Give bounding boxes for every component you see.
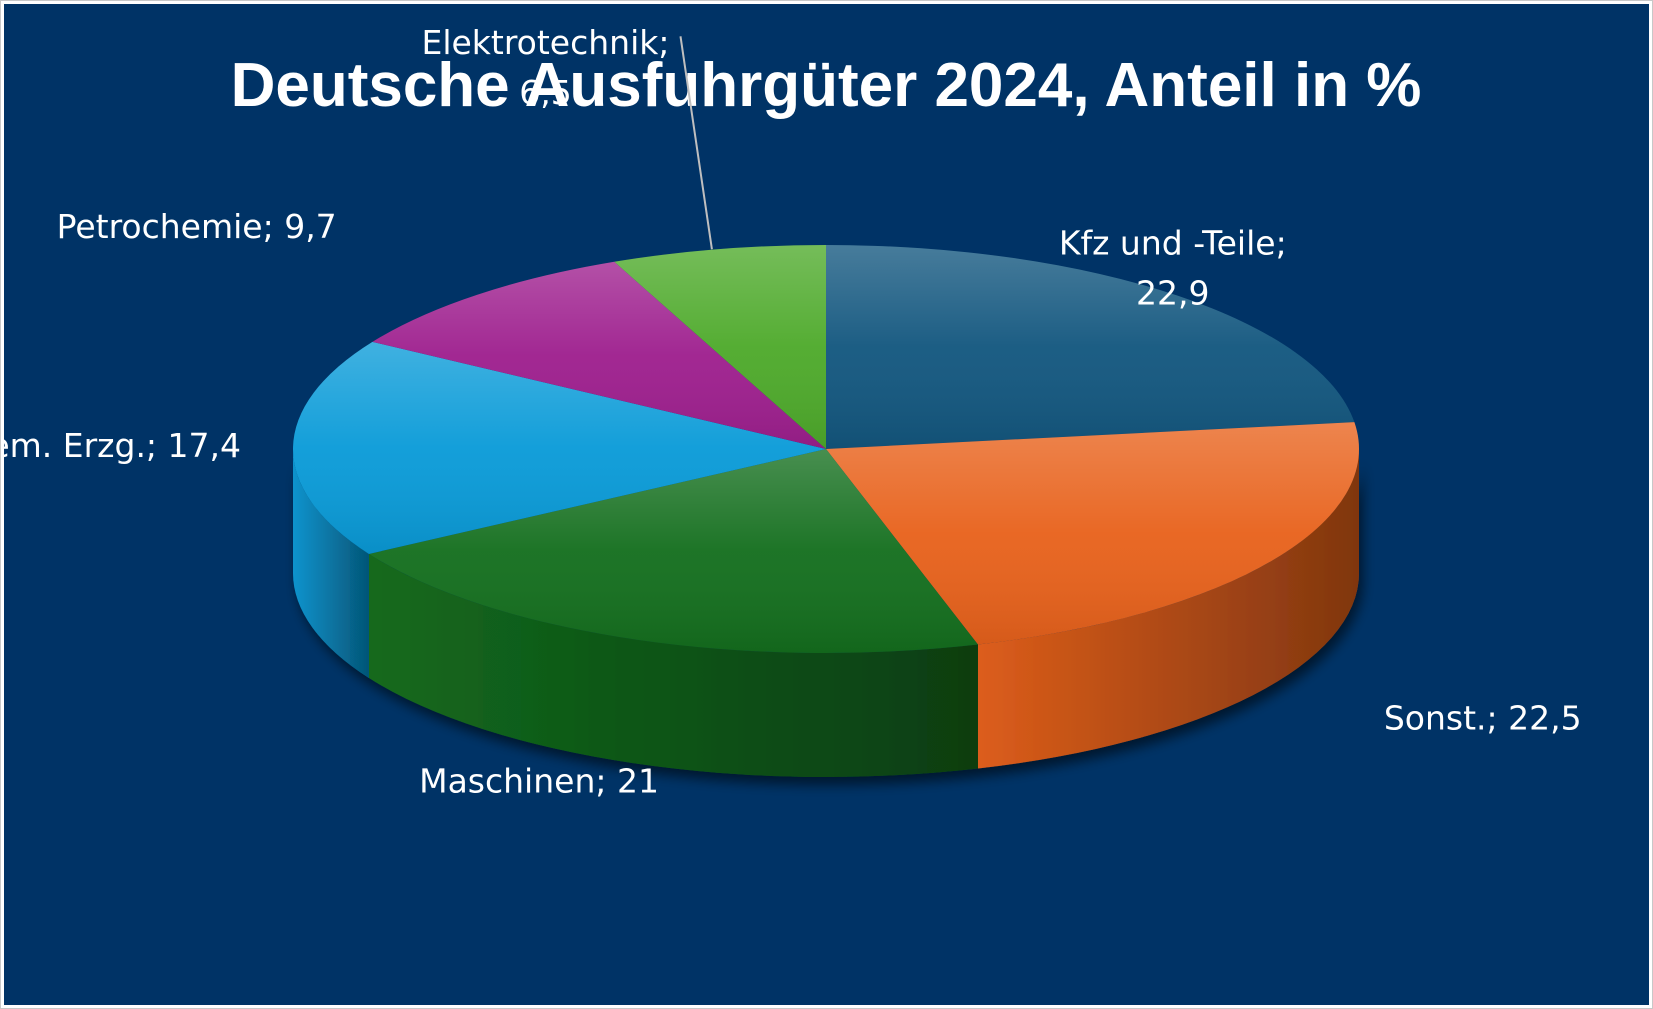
pie-slice-elektrotechnik-highlight <box>614 245 826 449</box>
pie-slice-petrochemie-highlight <box>372 261 826 449</box>
pie-side-chem-erzg-shade <box>293 449 369 678</box>
data-label-kfz-und-teile-line-2: 22,9 <box>1136 273 1209 312</box>
data-label-maschinen: Maschinen; 21 <box>419 762 659 801</box>
data-label-chem-erzg: Chem. Erzg.; 17,4 <box>4 426 241 465</box>
pie-slice-chem-erzg-highlight <box>292 341 827 554</box>
data-label-elektrotechnik-line-2: 6,5 <box>519 73 571 112</box>
data-label-sonst: Sonst.; 22,5 <box>1384 699 1582 738</box>
pie-slice-kfz-und-teile-highlight <box>826 245 1355 449</box>
chart-title: Deutsche Ausfuhrgüter 2024, Anteil in % <box>231 51 1422 120</box>
chart-area: Deutsche Ausfuhrgüter 2024, Anteil in % … <box>4 4 1649 1005</box>
pie-slice-maschinen-highlight <box>368 449 978 654</box>
data-label-petrochemie: Petrochemie; 9,7 <box>57 207 337 246</box>
data-label-kfz-und-teile-line-1: Kfz und -Teile; <box>1059 223 1287 262</box>
leader-line-elektrotechnik <box>679 36 713 250</box>
pie-side-sonst-shade <box>977 449 1359 769</box>
data-label-elektrotechnik-line-1: Elektrotechnik; <box>421 23 669 62</box>
pie-side-maschinen-shade <box>368 553 978 778</box>
pie-chart: Deutsche Ausfuhrgüter 2024, Anteil in % … <box>4 23 1582 801</box>
pie-slice-sonst-highlight <box>826 422 1360 645</box>
